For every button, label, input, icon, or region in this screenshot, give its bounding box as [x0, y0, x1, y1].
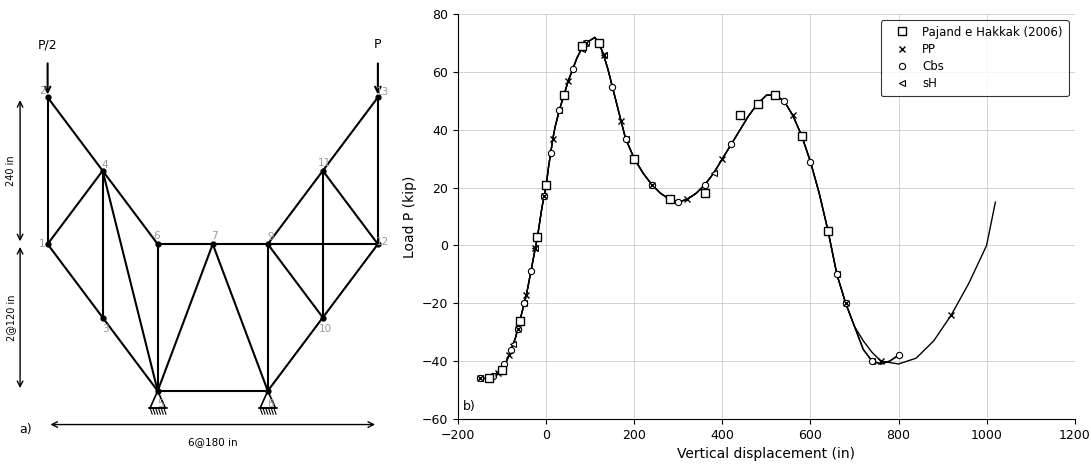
Pajand e Hakkak (2006)	[769, 92, 782, 98]
Text: P: P	[374, 39, 382, 51]
PP	[495, 367, 508, 373]
Cbs	[892, 352, 906, 358]
sH	[733, 127, 746, 133]
Text: 6: 6	[153, 230, 159, 240]
sH	[627, 156, 640, 162]
sH	[588, 35, 601, 40]
Line: sH: sH	[477, 34, 901, 382]
Pajand e Hakkak (2006)	[822, 228, 835, 234]
Pajand e Hakkak (2006)	[795, 133, 808, 139]
Text: 11: 11	[317, 159, 331, 169]
Pajand e Hakkak (2006)	[592, 40, 606, 46]
Pajand e Hakkak (2006)	[627, 156, 640, 162]
PP	[988, 199, 1002, 205]
sH	[473, 376, 487, 381]
PP	[478, 376, 491, 381]
PP	[822, 228, 835, 234]
Text: a): a)	[19, 423, 32, 436]
sH	[892, 352, 906, 358]
Cbs	[527, 257, 540, 263]
Pajand e Hakkak (2006)	[575, 43, 588, 49]
Text: 10: 10	[319, 324, 332, 334]
Pajand e Hakkak (2006)	[495, 367, 508, 373]
sH	[562, 78, 575, 84]
sH	[531, 234, 544, 240]
Pajand e Hakkak (2006)	[751, 101, 764, 107]
Text: 9: 9	[267, 232, 274, 242]
Text: P/2: P/2	[38, 39, 58, 51]
Pajand e Hakkak (2006)	[531, 234, 544, 240]
Text: 240 in: 240 in	[7, 155, 16, 186]
Text: 2: 2	[39, 86, 46, 96]
Text: b): b)	[463, 400, 476, 413]
Text: 6@180 in: 6@180 in	[188, 437, 238, 447]
Cbs	[733, 127, 746, 133]
Text: 5: 5	[157, 399, 164, 409]
Text: 8: 8	[267, 399, 274, 409]
Cbs	[588, 35, 601, 40]
Text: 4: 4	[101, 159, 108, 169]
Cbs	[558, 92, 571, 98]
Pajand e Hakkak (2006)	[482, 376, 495, 381]
Legend: Pajand e Hakkak (2006), PP, Cbs, sH: Pajand e Hakkak (2006), PP, Cbs, sH	[882, 20, 1069, 96]
Pajand e Hakkak (2006)	[663, 197, 676, 202]
Line: PP: PP	[477, 34, 998, 382]
Pajand e Hakkak (2006)	[558, 92, 571, 98]
Pajand e Hakkak (2006)	[540, 182, 553, 188]
Text: 7: 7	[211, 230, 217, 240]
Text: 12: 12	[375, 237, 388, 247]
sH	[558, 92, 571, 98]
Text: 1: 1	[39, 239, 46, 249]
Cbs	[627, 156, 640, 162]
PP	[473, 376, 487, 381]
Pajand e Hakkak (2006)	[513, 318, 526, 324]
Line: Pajand e Hakkak (2006): Pajand e Hakkak (2006)	[484, 39, 832, 383]
Text: 2@120 in: 2@120 in	[7, 294, 16, 341]
Y-axis label: Load P (kip): Load P (kip)	[403, 175, 417, 258]
X-axis label: Vertical displacement (in): Vertical displacement (in)	[678, 447, 855, 461]
Cbs	[562, 78, 575, 84]
Line: Cbs: Cbs	[477, 34, 901, 382]
sH	[527, 257, 540, 263]
Cbs	[531, 234, 544, 240]
Text: 3: 3	[101, 324, 108, 334]
Pajand e Hakkak (2006)	[698, 190, 711, 196]
PP	[584, 38, 597, 43]
Text: 13: 13	[375, 88, 388, 98]
PP	[787, 113, 800, 119]
Cbs	[473, 376, 487, 381]
PP	[606, 84, 619, 89]
Pajand e Hakkak (2006)	[733, 113, 746, 119]
PP	[588, 35, 601, 40]
